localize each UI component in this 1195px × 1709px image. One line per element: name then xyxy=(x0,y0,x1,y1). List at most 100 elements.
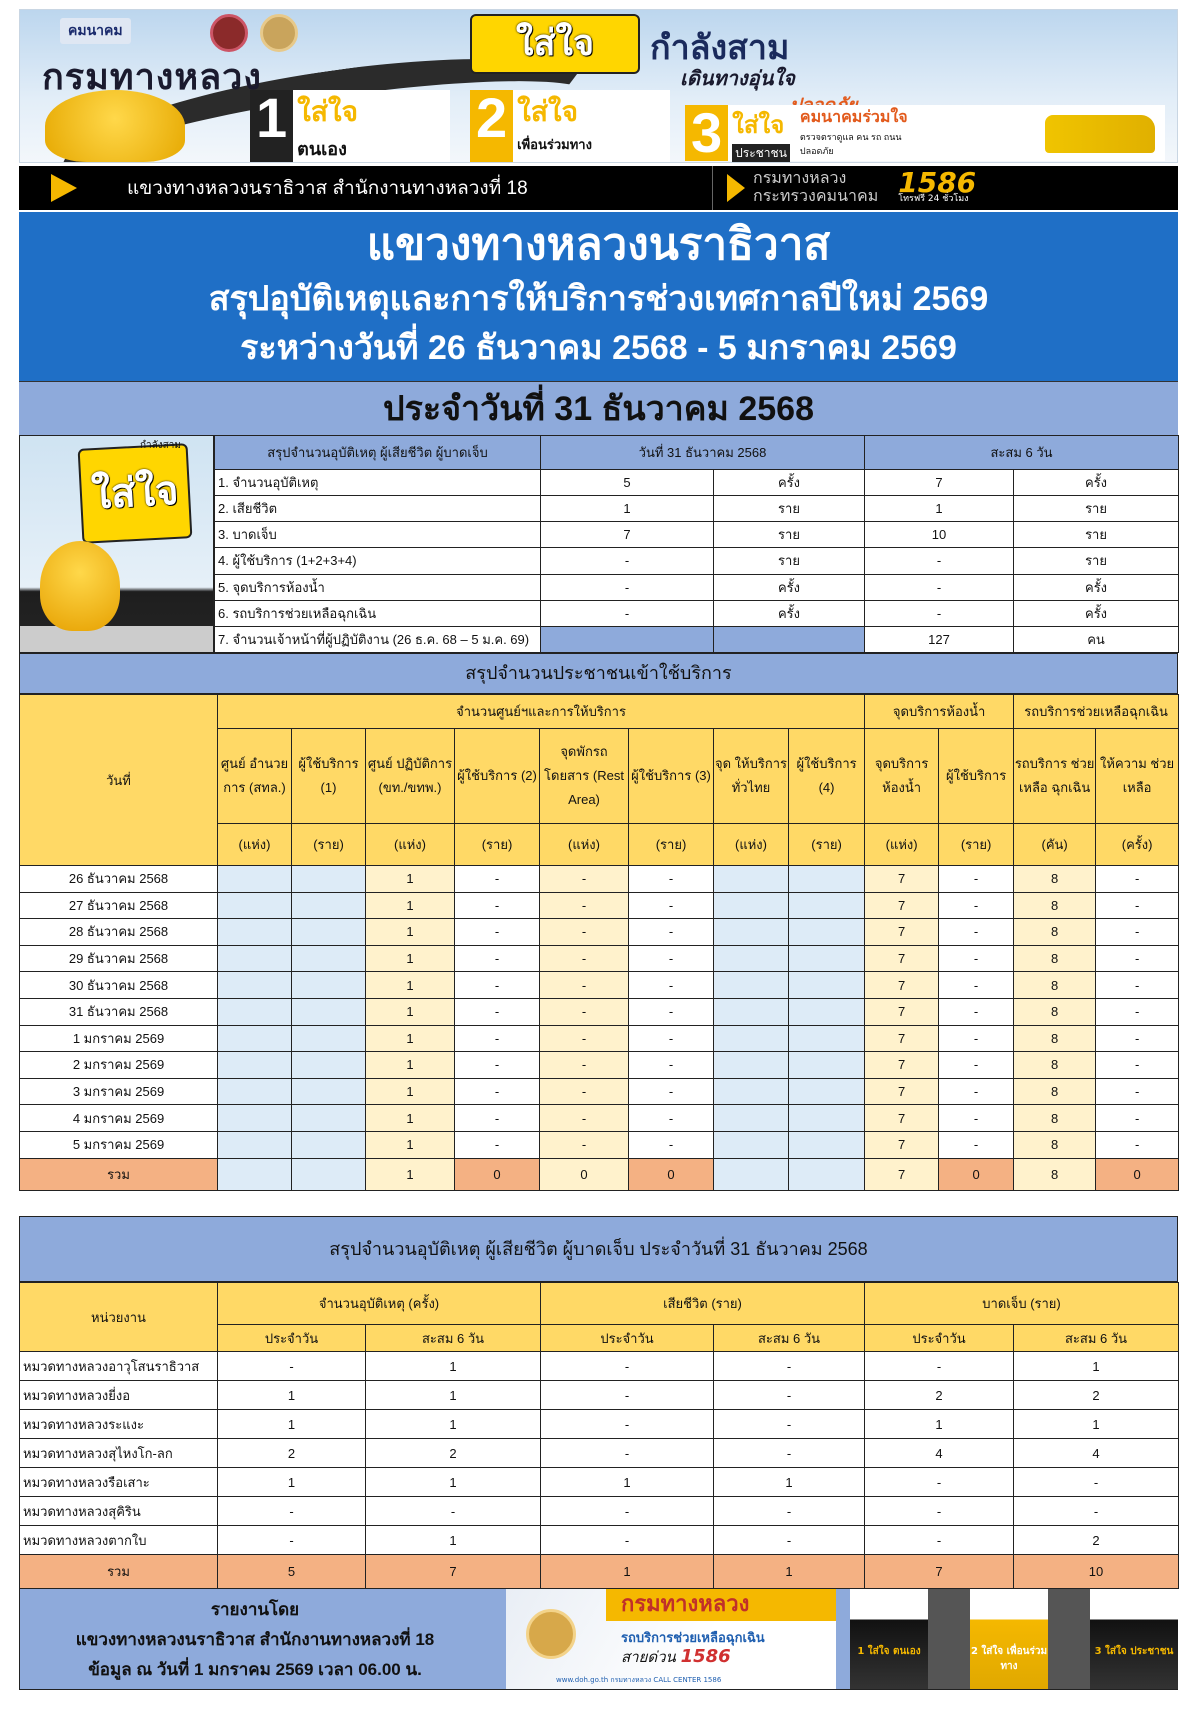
service-row: 1 มกราคม 2569 1- - -7-8- xyxy=(19,1024,1180,1053)
summary-cum-unit: คน xyxy=(1013,625,1180,654)
row-value xyxy=(291,1051,366,1079)
row-value: - xyxy=(539,1024,629,1053)
accident-value: 1 xyxy=(540,1467,714,1497)
accident-value: - xyxy=(1013,1496,1180,1526)
summary-cum-value: 10 xyxy=(864,521,1015,549)
row-value xyxy=(291,1024,366,1053)
service-row: 30 ธันวาคม 2568 1- - -7-8- xyxy=(19,971,1180,999)
row-value: 7 xyxy=(864,865,940,893)
row-value: - xyxy=(1095,865,1180,893)
unit-name: หมวดทางหลวงระแงะ xyxy=(19,1409,218,1439)
row-value: - xyxy=(938,1104,1015,1132)
total-value: 1 xyxy=(540,1554,714,1589)
group-header-restroom: จุดบริการห้องน้ำ xyxy=(864,694,1015,729)
row-value: - xyxy=(938,1130,1015,1159)
accident-value: - xyxy=(712,1525,866,1555)
row-value xyxy=(787,944,866,973)
accident-value: - xyxy=(864,1525,1015,1555)
row-value xyxy=(713,1051,789,1079)
column-header: รถบริการ ช่วยเหลือ ฉุกเฉิน xyxy=(1013,728,1097,824)
accident-value: 4 xyxy=(1013,1438,1180,1468)
accident-value: 1 xyxy=(365,1380,541,1410)
accident-value: - xyxy=(217,1525,366,1555)
summary-row: 3. บาดเจ็บ 7 ราย 10 ราย xyxy=(214,521,1180,549)
ad-links: www.doh.go.th กรมทางหลวง CALL CENTER 158… xyxy=(556,1676,722,1684)
summary-row: 6. รถบริการช่วยเหลือฉุกเฉิน - ครั้ง - ครั้ง xyxy=(214,599,1180,627)
summary-day-value: - xyxy=(540,599,714,627)
row-value: - xyxy=(1095,891,1180,920)
row-value: - xyxy=(938,918,1015,946)
row-value: - xyxy=(539,1077,629,1106)
row-value: - xyxy=(454,1051,540,1079)
row-value: 1 xyxy=(365,865,455,893)
service-row: 28 ธันวาคม 2568 1- - -7-8- xyxy=(19,918,1180,946)
row-value xyxy=(291,1104,366,1132)
summary-label: 7. จำนวนเจ้าหน้าที่ผู้ปฏิบัติงาน (26 ธ.ค… xyxy=(214,625,541,654)
accident-value: 1 xyxy=(365,1409,541,1439)
row-value: 1 xyxy=(365,971,455,999)
row-value: - xyxy=(454,997,540,1026)
row-value xyxy=(787,997,866,1026)
total-value xyxy=(291,1157,366,1191)
ad-dept: กรมทางหลวง xyxy=(606,1589,836,1621)
accident-table: หน่วยงาน จำนวนอุบัติเหตุ (ครั้ง) เสียชีวิต… xyxy=(19,1282,1180,1589)
total-value xyxy=(217,1157,292,1191)
column-unit: (แห่ง) xyxy=(539,823,629,866)
total-value: 0 xyxy=(628,1157,714,1191)
panel-title: ใส่ใจ xyxy=(517,96,578,127)
total-value: 7 xyxy=(864,1554,1015,1589)
group-header-emergency: รถบริการช่วยเหลือฉุกเฉิน xyxy=(1013,694,1180,729)
column-header: ศูนย์ อำนวยการ (สทล.) xyxy=(217,728,292,824)
sub-header: ประจำวัน xyxy=(217,1324,366,1352)
summary-row: 4. ผู้ใช้บริการ (1+2+3+4) - ราย - ราย xyxy=(214,547,1180,575)
accident-value: - xyxy=(712,1496,866,1526)
row-date: 2 มกราคม 2569 xyxy=(19,1051,218,1079)
summary-label: 5. จุดบริการห้องน้ำ xyxy=(214,573,541,601)
row-value xyxy=(217,1104,292,1132)
row-value: 7 xyxy=(864,997,940,1026)
accident-value: - xyxy=(540,1380,714,1410)
summary-day-unit: ครั้ง xyxy=(712,599,866,627)
accident-row: หมวดทางหลวงอาวุโสนราธิวาส -1- - -1 xyxy=(19,1351,1180,1381)
row-value: - xyxy=(454,865,540,893)
header-banner: คมนาคม กรมทางหลวง ใส่ใจ กำลังสาม เดินทาง… xyxy=(19,9,1178,163)
summary-row: 5. จุดบริการห้องน้ำ - ครั้ง - ครั้ง xyxy=(214,573,1180,601)
accident-value: 2 xyxy=(864,1380,1015,1410)
panel-number: 1 xyxy=(250,90,294,162)
column-header: ให้ความ ช่วยเหลือ xyxy=(1095,728,1180,824)
service-row: 2 มกราคม 2569 1- - -7-8- xyxy=(19,1051,1180,1079)
summary-row: 7. จำนวนเจ้าหน้าที่ผู้ปฏิบัติงาน (26 ธ.ค… xyxy=(214,625,1180,654)
sub-header: สะสม 6 วัน xyxy=(1013,1324,1180,1352)
ad-hotline: 1586 xyxy=(680,1646,731,1667)
column-unit: (แห่ง) xyxy=(713,823,789,866)
row-value: - xyxy=(539,1104,629,1132)
accident-value: - xyxy=(217,1496,366,1526)
summary-day-value xyxy=(540,625,714,654)
row-value: - xyxy=(938,1077,1015,1106)
summary-header-label: สรุปจำนวนอุบัติเหตุ ผู้เสียชีวิต ผู้บาดเ… xyxy=(214,435,541,470)
column-unit: (ราย) xyxy=(787,823,866,866)
accident-section-title: สรุปจำนวนอุบัติเหตุ ผู้เสียชีวิต ผู้บาดเ… xyxy=(19,1216,1178,1282)
service-row: 29 ธันวาคม 2568 1- - -7-8- xyxy=(19,944,1180,973)
row-value xyxy=(787,891,866,920)
summary-cum-value: - xyxy=(864,573,1015,601)
column-unit: (แห่ง) xyxy=(365,823,455,866)
column-header: ผู้ใช้บริการ (1) xyxy=(291,728,366,824)
row-value: - xyxy=(1095,997,1180,1026)
mascot-figure xyxy=(40,541,120,631)
row-value: - xyxy=(628,997,714,1026)
row-value xyxy=(713,1104,789,1132)
row-value: 8 xyxy=(1013,891,1097,920)
summary-day-unit xyxy=(712,625,866,654)
summary-cum-value: - xyxy=(864,599,1015,627)
service-table: วันที่ จำนวนศูนย์ฯและการให้บริการ จุดบริกา… xyxy=(19,694,1180,1191)
column-unit: (แห่ง) xyxy=(217,823,292,866)
row-value xyxy=(217,1051,292,1079)
group-header: จำนวนอุบัติเหตุ (ครั้ง) xyxy=(217,1282,541,1325)
total-value: 8 xyxy=(1013,1157,1097,1191)
title-line-1: แขวงทางหลวงนราธิวาส xyxy=(366,220,831,269)
accident-value: - xyxy=(864,1467,1015,1497)
row-date: 30 ธันวาคม 2568 xyxy=(19,971,218,999)
panel-title: ใส่ใจ xyxy=(297,96,358,127)
row-value: 1 xyxy=(365,1104,455,1132)
